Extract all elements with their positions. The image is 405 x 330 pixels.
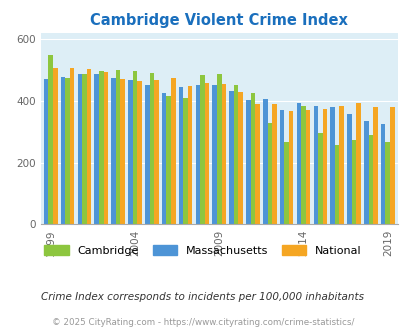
Bar <box>99 71 103 224</box>
Bar <box>334 145 339 224</box>
Bar <box>53 68 58 224</box>
Bar <box>221 84 226 224</box>
Bar <box>103 72 108 224</box>
Bar <box>317 133 322 224</box>
Bar <box>87 69 91 224</box>
Bar <box>271 104 276 224</box>
Bar <box>389 107 394 224</box>
Bar <box>44 79 48 224</box>
Bar <box>229 91 233 224</box>
Bar <box>188 86 192 224</box>
Bar <box>238 92 242 224</box>
Bar <box>212 84 216 224</box>
Bar <box>245 100 250 224</box>
Bar <box>255 104 259 224</box>
Bar <box>262 99 267 224</box>
Bar <box>154 80 158 224</box>
Bar <box>351 141 356 224</box>
Bar <box>70 68 74 224</box>
Bar <box>65 79 70 224</box>
Bar <box>137 82 141 224</box>
Bar <box>233 85 238 224</box>
Bar <box>384 142 389 224</box>
Bar <box>195 85 200 224</box>
Bar <box>279 110 283 224</box>
Bar <box>120 79 125 224</box>
Bar <box>94 74 99 224</box>
Bar <box>284 142 288 224</box>
Bar <box>128 80 132 224</box>
Bar <box>178 87 183 224</box>
Bar <box>204 83 209 224</box>
Bar <box>372 107 377 224</box>
Legend: Cambridge, Massachusetts, National: Cambridge, Massachusetts, National <box>40 240 365 260</box>
Bar <box>162 93 166 224</box>
Bar <box>305 110 309 224</box>
Bar <box>183 98 188 224</box>
Bar <box>346 114 351 224</box>
Bar <box>115 70 120 224</box>
Bar <box>82 74 87 224</box>
Bar <box>111 79 115 224</box>
Bar <box>132 71 137 224</box>
Bar <box>339 106 343 224</box>
Bar <box>166 96 171 224</box>
Bar <box>368 135 372 224</box>
Bar <box>356 103 360 224</box>
Bar <box>313 107 317 224</box>
Bar <box>330 107 334 224</box>
Bar <box>200 75 204 224</box>
Text: © 2025 CityRating.com - https://www.cityrating.com/crime-statistics/: © 2025 CityRating.com - https://www.city… <box>51 318 354 327</box>
Bar <box>149 73 154 224</box>
Bar <box>363 121 368 224</box>
Bar <box>250 93 255 224</box>
Bar <box>380 124 384 224</box>
Bar <box>301 106 305 224</box>
Bar <box>77 74 82 224</box>
Bar <box>61 77 65 224</box>
Bar <box>296 103 301 224</box>
Bar <box>216 74 221 224</box>
Bar <box>171 78 175 224</box>
Bar <box>322 109 326 224</box>
Bar <box>145 84 149 224</box>
Text: Crime Index corresponds to incidents per 100,000 inhabitants: Crime Index corresponds to incidents per… <box>41 292 364 302</box>
Bar <box>288 111 293 224</box>
Bar <box>48 55 53 224</box>
Bar <box>267 122 271 224</box>
Title: Cambridge Violent Crime Index: Cambridge Violent Crime Index <box>90 13 347 28</box>
